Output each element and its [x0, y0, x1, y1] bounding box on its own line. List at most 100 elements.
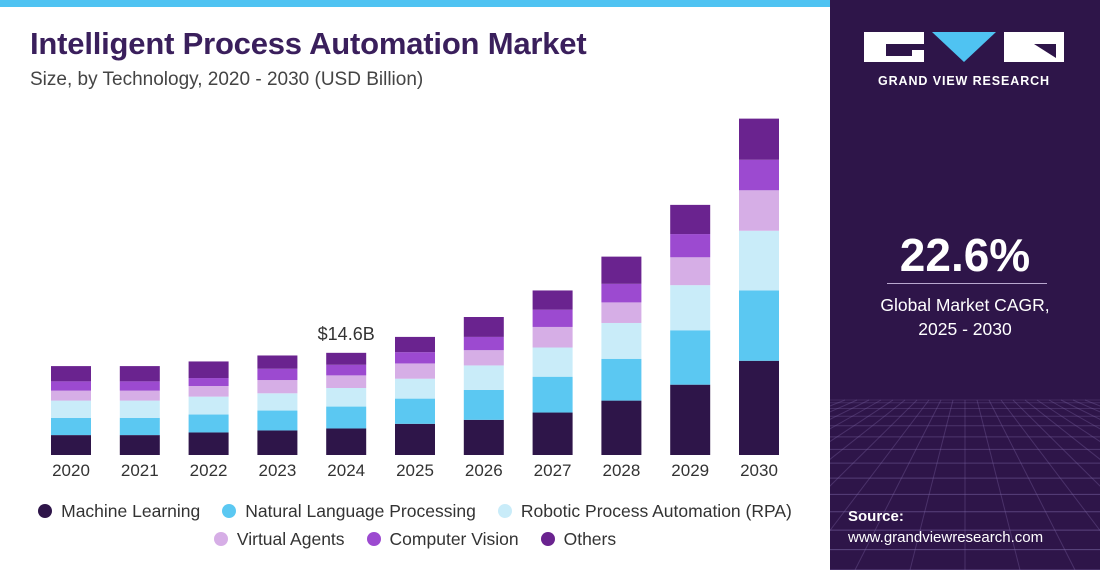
bar-segment-machine-learning-2029: [670, 384, 711, 455]
grid-line: [988, 399, 1076, 570]
bar-segment-others-2021: [119, 366, 160, 382]
bar-segment-others-2027: [532, 290, 573, 310]
info-sidebar: GRAND VIEW RESEARCH 22.6% Global Market …: [830, 0, 1100, 570]
bar-segment-robotic-process-automation-rpa-2028: [601, 322, 642, 359]
legend-item-virtual-agents: Virtual Agents: [213, 528, 345, 550]
bar-segment-others-2029: [670, 204, 711, 235]
bar-segment-machine-learning-2021: [119, 435, 160, 455]
bar-segment-natural-language-processing-2024: [326, 406, 367, 429]
bar-segment-others-2022: [188, 361, 229, 379]
bar-segment-machine-learning-2025: [395, 423, 435, 455]
bar-segment-natural-language-processing-2021: [119, 417, 160, 436]
legend-row-2: Virtual Agents Computer Vision Others: [0, 525, 830, 553]
legend-dot-nlp: [222, 504, 237, 518]
bar-segment-computer-vision-2023: [257, 368, 298, 381]
legend-label: Robotic Process Automation (RPA): [520, 500, 792, 521]
bar-segment-computer-vision-2027: [532, 309, 573, 327]
legend-item-machine-learning: Machine Learning: [38, 501, 200, 522]
bar-segment-others-2030: [739, 118, 779, 160]
divider: [887, 283, 1047, 284]
bar-stack-2024: [326, 352, 367, 455]
bar-segment-computer-vision-2021: [119, 381, 160, 391]
bar-segment-natural-language-processing-2030: [739, 290, 779, 361]
x-tick-label: 2029: [671, 461, 709, 480]
bar-segment-others-2026: [463, 317, 504, 337]
legend-dot-virtual-agents: [213, 532, 228, 546]
legend-label: Others: [563, 528, 617, 549]
x-tick-label: 2023: [258, 461, 296, 480]
bar-segment-natural-language-processing-2025: [395, 398, 435, 424]
bar-segment-machine-learning-2026: [463, 419, 504, 455]
source-link[interactable]: www.grandviewresearch.com: [848, 529, 1044, 546]
bar-stack-2028: [601, 256, 642, 455]
grid-line: [1048, 399, 1100, 430]
bar-segment-robotic-process-automation-rpa-2027: [532, 347, 573, 377]
bar-segment-robotic-process-automation-rpa-2026: [463, 365, 504, 390]
bar-segment-computer-vision-2024: [326, 364, 367, 376]
x-tick-label: 2020: [52, 461, 90, 480]
bar-annotation-2024: $14.6B: [318, 324, 375, 344]
bar-stack-2022: [188, 361, 229, 455]
bar-stack-2021: [119, 366, 160, 455]
bar-segment-virtual-agents-2027: [532, 326, 573, 348]
legend-dot-rpa: [497, 504, 512, 518]
bar-segment-computer-vision-2022: [188, 378, 229, 386]
bar-segment-machine-learning-2020: [51, 435, 91, 455]
legend-item-rpa: Robotic Process Automation (RPA): [497, 500, 792, 522]
bar-segment-others-2024: [326, 352, 367, 365]
bar-stack-2023: [257, 355, 298, 455]
bar-stack-2029: [670, 204, 711, 455]
legend-label: Virtual Agents: [236, 528, 345, 549]
bar-segment-virtual-agents-2023: [257, 380, 298, 394]
bar-segment-virtual-agents-2022: [188, 386, 229, 397]
chart-title: Intelligent Process Automation Market: [30, 26, 587, 61]
bar-segment-others-2025: [395, 336, 435, 353]
x-tick-label: 2030: [740, 461, 778, 480]
accent-strip: [0, 0, 830, 7]
bar-segment-machine-learning-2024: [326, 428, 367, 455]
legend-item-nlp: Natural Language Processing: [222, 501, 476, 522]
grid-line: [830, 399, 930, 532]
bar-segment-machine-learning-2023: [257, 430, 298, 455]
bar-segment-robotic-process-automation-rpa-2025: [395, 378, 435, 399]
grid-line: [830, 399, 882, 430]
x-tick-label: 2022: [190, 461, 228, 480]
bar-segment-robotic-process-automation-rpa-2022: [188, 396, 229, 415]
grid-decoration: [830, 399, 1100, 570]
bar-segment-machine-learning-2027: [532, 412, 573, 455]
bar-segment-machine-learning-2030: [739, 360, 779, 455]
source-label: Source:: [848, 508, 904, 525]
legend-row-1: Machine Learning Natural Language Proces…: [0, 497, 830, 525]
bar-stack-2030: [739, 118, 779, 455]
bar-stack-2026: [463, 317, 504, 455]
bar-segment-computer-vision-2025: [395, 352, 435, 364]
x-tick-label: 2021: [121, 461, 159, 480]
bar-segment-robotic-process-automation-rpa-2020: [51, 400, 91, 418]
bar-segment-robotic-process-automation-rpa-2029: [670, 285, 711, 331]
x-tick-label: 2025: [396, 461, 434, 480]
bar-segment-virtual-agents-2029: [670, 257, 711, 286]
bar-segment-others-2020: [51, 366, 91, 382]
bar-segment-virtual-agents-2025: [395, 363, 435, 379]
legend-dot-computer-vision: [366, 532, 381, 546]
grid-line: [976, 399, 1021, 570]
grid-line: [909, 399, 954, 570]
legend-dot-others: [540, 532, 555, 546]
bar-segment-robotic-process-automation-rpa-2030: [739, 230, 779, 291]
bar-segment-natural-language-processing-2022: [188, 414, 229, 433]
bar-stack-2025: [395, 336, 435, 455]
grid-line: [1012, 399, 1100, 487]
chart-panel: Intelligent Process Automation Market Si…: [0, 0, 830, 553]
grid-line: [830, 399, 894, 443]
chart-subtitle: Size, by Technology, 2020 - 2030 (USD Bi…: [30, 69, 424, 90]
bar-segment-machine-learning-2022: [188, 432, 229, 455]
bar-segment-natural-language-processing-2029: [670, 330, 711, 385]
legend-label: Machine Learning: [61, 500, 201, 521]
x-tick-label: 2028: [602, 461, 640, 480]
grid-line: [1036, 399, 1100, 443]
bar-segment-virtual-agents-2030: [739, 190, 779, 231]
bar-segment-natural-language-processing-2027: [532, 376, 573, 413]
x-tick-label: 2026: [465, 461, 503, 480]
logo-wordmark: GRAND VIEW RESEARCH: [878, 74, 1050, 88]
grand-view-research-logo: [864, 32, 1064, 62]
